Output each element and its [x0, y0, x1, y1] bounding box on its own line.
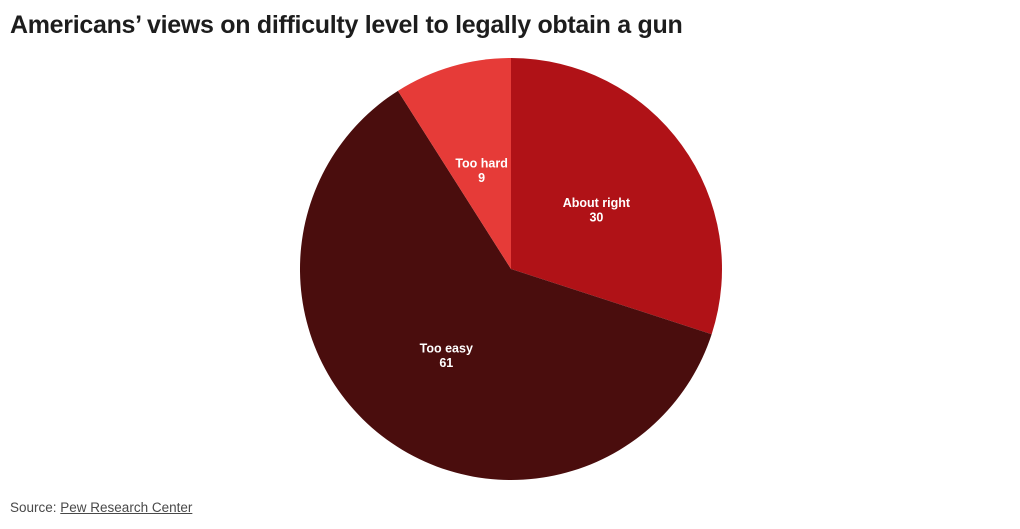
- slice-label-about-right: About right 30: [563, 196, 631, 224]
- source-line: Source: Pew Research Center: [10, 500, 192, 515]
- pie-slice-too-hard: [397, 58, 511, 269]
- slice-label-too-easy: Too easy 61: [420, 341, 473, 369]
- slice-label-too-hard: Too hard 9: [455, 157, 508, 185]
- source-link[interactable]: Pew Research Center: [60, 500, 193, 515]
- source-prefix: Source:: [10, 500, 61, 515]
- chart-title: Americans’ views on difficulty level to …: [10, 11, 683, 39]
- pie-slice-too-easy: [299, 90, 712, 481]
- pie-slice-about-right: [511, 58, 722, 335]
